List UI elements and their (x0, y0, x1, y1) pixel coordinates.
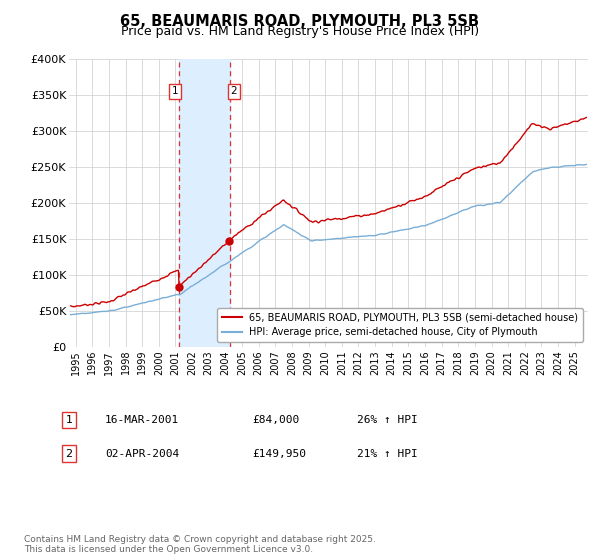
Text: 16-MAR-2001: 16-MAR-2001 (105, 415, 179, 425)
Text: 65, BEAUMARIS ROAD, PLYMOUTH, PL3 5SB: 65, BEAUMARIS ROAD, PLYMOUTH, PL3 5SB (121, 14, 479, 29)
Bar (179, 59, 230, 347)
Text: 02-APR-2004: 02-APR-2004 (105, 449, 179, 459)
Text: 1: 1 (172, 86, 178, 96)
Text: 21% ↑ HPI: 21% ↑ HPI (357, 449, 418, 459)
Text: 1: 1 (65, 415, 73, 425)
Text: 26% ↑ HPI: 26% ↑ HPI (357, 415, 418, 425)
Text: 2: 2 (65, 449, 73, 459)
Text: £84,000: £84,000 (252, 415, 299, 425)
Text: 2: 2 (230, 86, 237, 96)
Text: Contains HM Land Registry data © Crown copyright and database right 2025.
This d: Contains HM Land Registry data © Crown c… (24, 535, 376, 554)
Text: £149,950: £149,950 (252, 449, 306, 459)
Text: Price paid vs. HM Land Registry's House Price Index (HPI): Price paid vs. HM Land Registry's House … (121, 25, 479, 38)
Legend: 65, BEAUMARIS ROAD, PLYMOUTH, PL3 5SB (semi-detached house), HPI: Average price,: 65, BEAUMARIS ROAD, PLYMOUTH, PL3 5SB (s… (217, 308, 583, 342)
